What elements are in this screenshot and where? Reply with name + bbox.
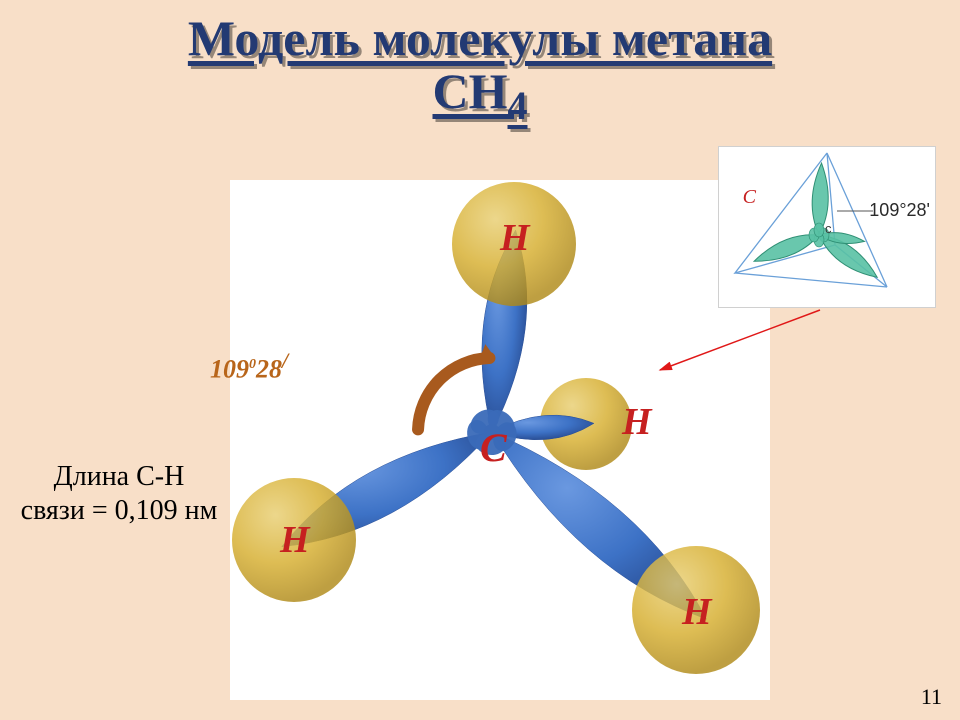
h-atom-label-left: H (280, 518, 310, 562)
inset-figure: c (718, 146, 936, 308)
title-sub4: 4 (508, 83, 528, 128)
title-line1: Модель молекулы метана (188, 10, 772, 66)
inset-c-label: C (743, 186, 756, 209)
slide-number: 11 (921, 684, 942, 710)
bond-length-note: Длина С-Н связи = 0,109 нм (14, 460, 224, 527)
svg-text:c: c (825, 221, 832, 236)
h-atom-label-top: H (500, 216, 530, 260)
inset-angle-label: 109°28' (869, 200, 930, 221)
slide: Модель молекулы метана CH4 c C 109°28' 1… (0, 0, 960, 720)
h-atom-label-right: H (682, 590, 712, 634)
h-atom-label-back: H (622, 400, 652, 444)
bond-note-line2: связи = 0,109 нм (21, 495, 218, 526)
title-line2-prefix: CH (433, 63, 508, 119)
inset-svg: c (719, 147, 935, 307)
bond-note-line1: Длина С-Н (54, 461, 185, 492)
angle-label: 109028/ (210, 348, 288, 385)
page-title: Модель молекулы метана CH4 (0, 12, 960, 127)
c-atom-label: C (480, 424, 507, 471)
